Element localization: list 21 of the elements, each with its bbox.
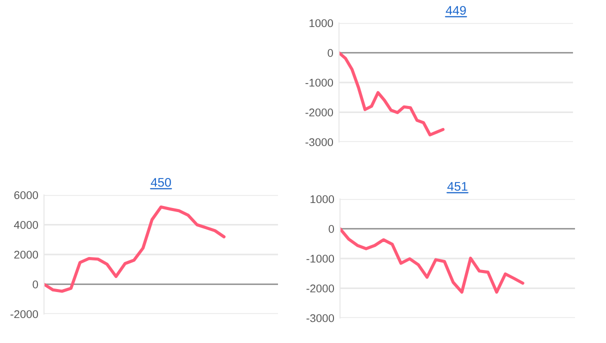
line-series <box>44 206 226 293</box>
y-tick-label: -2000 <box>306 284 334 292</box>
y-tick-label: -3000 <box>306 314 334 322</box>
y-tick-label: 0 <box>32 280 38 288</box>
y-tick-label: 6000 <box>14 191 38 200</box>
chart-title: 450 <box>150 178 171 187</box>
y-tick-label: -2000 <box>10 310 38 318</box>
y-tick-label: 0 <box>328 225 334 233</box>
line-series <box>339 51 445 136</box>
line-series <box>340 227 524 294</box>
y-tick-label: -1000 <box>306 78 334 87</box>
chart-title: 451 <box>447 182 468 191</box>
y-tick-label: -1000 <box>306 254 334 263</box>
y-tick-label: -2000 <box>306 108 334 116</box>
chart-title: 449 <box>446 6 466 15</box>
y-tick-label: 4000 <box>14 221 38 229</box>
y-tick-label: -3000 <box>306 138 334 146</box>
y-tick-label: 0 <box>328 49 334 57</box>
y-tick-label: 1000 <box>310 19 334 28</box>
y-tick-label: 1000 <box>310 195 334 204</box>
y-tick-label: 2000 <box>14 250 38 259</box>
